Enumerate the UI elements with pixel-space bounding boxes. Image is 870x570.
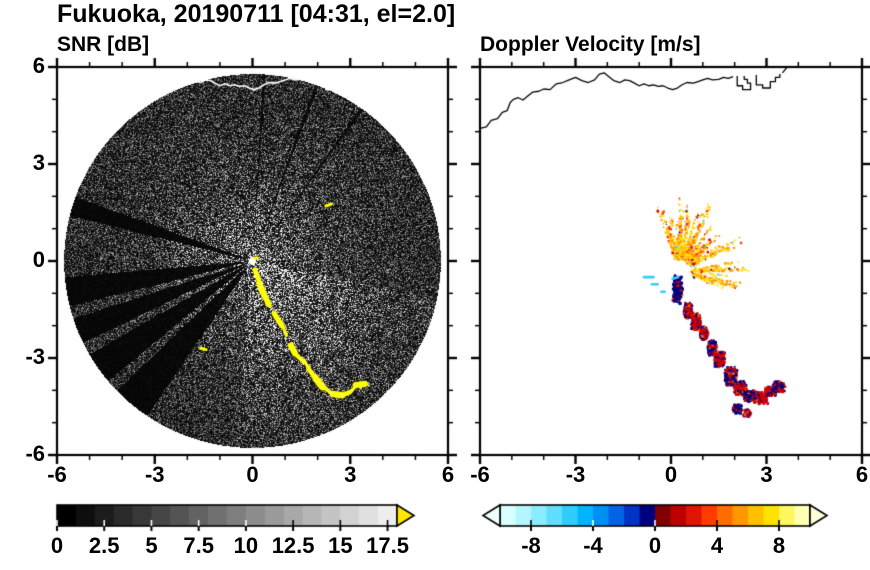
snr-colorbar-label: 7.5 — [183, 533, 214, 558]
x-tick-label-velocity: 6 — [855, 462, 869, 487]
x-tick-label-velocity: -6 — [470, 462, 490, 487]
snr-colorbar-label: 12.5 — [271, 533, 315, 558]
x-tick-label-snr: -3 — [144, 462, 165, 487]
velocity-colorbar-label: -4 — [583, 533, 603, 558]
panel-title-snr: SNR [dB] — [57, 33, 150, 56]
velocity-colorbar-label: 0 — [648, 533, 662, 558]
velocity-colorbar-label: 4 — [710, 533, 724, 558]
figure-title: Fukuoka, 20190711 [04:31, el=2.0] — [57, 0, 456, 28]
x-tick-label-snr: 3 — [344, 462, 357, 487]
snr-colorbar-label: 17.5 — [366, 533, 409, 558]
x-tick-label-velocity: 0 — [664, 462, 678, 487]
x-tick-label-snr: 6 — [441, 462, 455, 487]
x-tick-label-snr: 0 — [246, 462, 259, 487]
y-tick-label: 3 — [32, 150, 45, 175]
velocity-colorbar-label: 8 — [772, 533, 786, 558]
snr-colorbar-label: 10 — [233, 533, 259, 558]
x-tick-label-velocity: 3 — [760, 462, 773, 487]
velocity-colorbar-label: -8 — [521, 533, 541, 558]
x-tick-label-snr: -6 — [47, 462, 67, 487]
y-tick-label: 0 — [32, 247, 45, 272]
snr-colorbar-label: 15 — [328, 533, 353, 558]
snr-colorbar-label: 2.5 — [88, 533, 120, 558]
snr-colorbar-label: 5 — [145, 533, 158, 558]
x-tick-label-velocity: -3 — [565, 462, 586, 487]
y-tick-label: -3 — [25, 344, 45, 369]
y-tick-label: -6 — [25, 441, 45, 466]
snr-colorbar-label: 0 — [50, 533, 64, 558]
panel-title-velocity: Doppler Velocity [m/s] — [480, 33, 701, 56]
y-tick-label: 6 — [32, 53, 45, 78]
